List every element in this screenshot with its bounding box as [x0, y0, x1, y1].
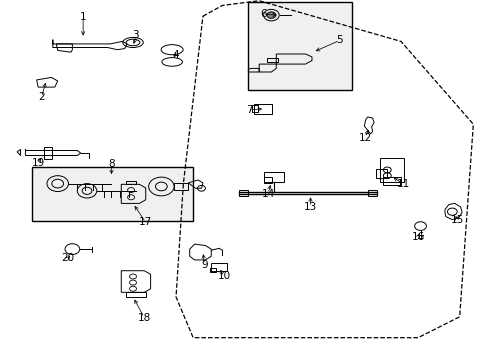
Bar: [264, 177, 271, 183]
Text: 20: 20: [61, 253, 74, 264]
Text: 7: 7: [245, 105, 252, 115]
Text: 10: 10: [217, 271, 230, 282]
Text: 15: 15: [449, 215, 463, 225]
Bar: [264, 172, 283, 182]
Bar: [210, 268, 216, 272]
Text: 19: 19: [31, 158, 45, 168]
Bar: [375, 169, 386, 178]
Bar: [32, 167, 193, 221]
Text: 6: 6: [259, 9, 266, 19]
Text: 18: 18: [137, 312, 151, 323]
Text: 5: 5: [336, 35, 343, 45]
Bar: [173, 183, 188, 190]
Circle shape: [266, 12, 275, 18]
Text: 11: 11: [396, 179, 409, 189]
Bar: [239, 190, 247, 196]
Text: 16: 16: [410, 232, 424, 242]
Text: 12: 12: [358, 132, 372, 143]
Text: 14: 14: [261, 189, 274, 199]
Bar: [248, 2, 351, 90]
Text: 2: 2: [38, 92, 45, 102]
Text: 17: 17: [139, 217, 152, 228]
Text: 8: 8: [108, 159, 115, 169]
Text: 13: 13: [303, 202, 317, 212]
Bar: [43, 147, 52, 159]
Bar: [211, 263, 226, 271]
Bar: [252, 105, 258, 112]
Bar: [253, 104, 272, 114]
Text: 4: 4: [172, 50, 179, 60]
Bar: [382, 177, 401, 185]
Text: 3: 3: [132, 30, 139, 40]
Text: 1: 1: [80, 12, 86, 22]
Text: 9: 9: [201, 260, 207, 270]
Bar: [380, 158, 403, 181]
Bar: [367, 190, 376, 196]
